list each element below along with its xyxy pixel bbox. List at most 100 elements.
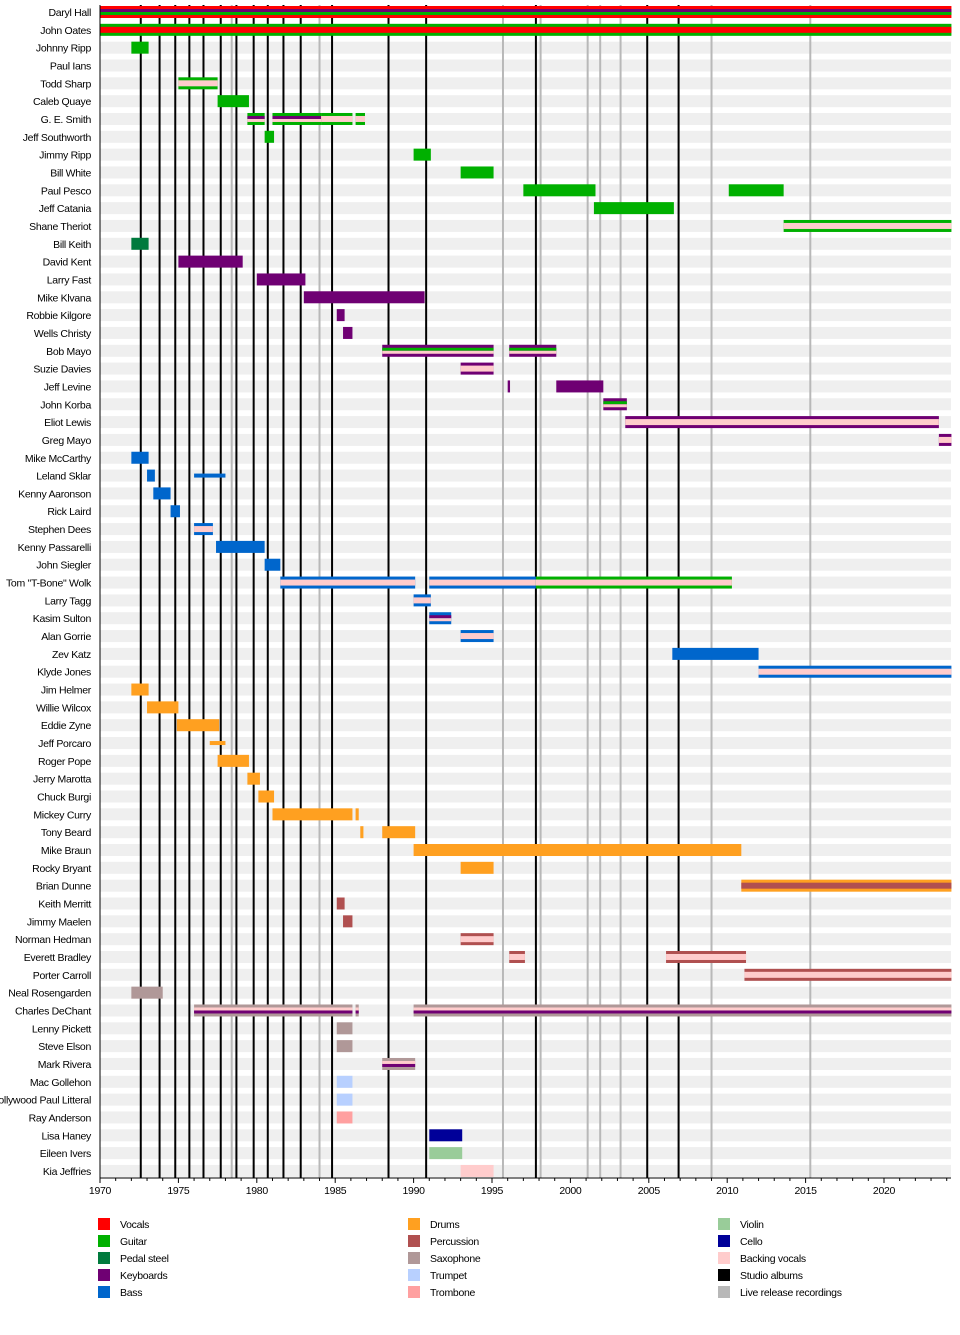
x-tick-label: 1980: [246, 1185, 269, 1197]
legend-label: Bass: [120, 1287, 142, 1299]
member-name: Mike Braun: [41, 845, 92, 857]
member-bar-stripe: [429, 615, 452, 619]
member-name: Everett Bradley: [24, 952, 92, 964]
member-name: Jeff Porcaro: [38, 738, 91, 750]
member-name: Mike McCarthy: [25, 453, 92, 465]
member-name: Robbie Kilgore: [26, 310, 91, 322]
member-bar: [360, 826, 364, 839]
row-background: [100, 362, 951, 375]
row-background: [100, 451, 951, 464]
legend-swatch: [98, 1269, 110, 1281]
member-name: Jeff Levine: [44, 381, 92, 393]
row-background: [100, 1164, 951, 1177]
member-bar-stripe: [413, 1010, 952, 1014]
x-tick-label: 1970: [89, 1185, 112, 1197]
member-bar-stripe: [741, 882, 952, 889]
member-name: Stephen Dees: [28, 524, 91, 536]
member-bar-stripe: [100, 26, 952, 33]
legend-label: Saxophone: [430, 1253, 481, 1265]
row-background: [100, 950, 951, 963]
member-name: Rocky Bryant: [32, 863, 91, 875]
member-bar: [336, 309, 345, 322]
member-name: Jerry Marotta: [33, 774, 91, 786]
row-background: [100, 558, 951, 571]
member-name: Steve Elson: [38, 1041, 91, 1053]
member-name: Mike Klvana: [37, 292, 91, 304]
member-name: Larry Tagg: [45, 595, 92, 607]
member-name: Roger Pope: [38, 756, 91, 768]
member-name: Lisa Haney: [41, 1130, 92, 1142]
legend-label: Trombone: [430, 1287, 476, 1299]
row-background: [100, 237, 951, 250]
legend-label: Vocals: [120, 1219, 149, 1231]
member-bar-stripe: [938, 436, 952, 443]
row-background: [100, 77, 951, 90]
member-name: Paul Pesco: [41, 185, 92, 197]
member-bar: [264, 558, 281, 571]
member-bar: [256, 273, 306, 286]
row-background: [100, 41, 951, 54]
member-bar: [556, 380, 604, 393]
member-bar-stripe: [603, 404, 627, 408]
row-background: [100, 380, 951, 393]
member-bar: [343, 915, 353, 928]
member-name: Alan Gorrie: [41, 631, 91, 643]
member-bar-stripe: [355, 115, 365, 122]
legend-swatch: [98, 1252, 110, 1264]
member-name: Kasim Sulton: [33, 613, 92, 625]
legend-label: Backing vocals: [740, 1253, 806, 1265]
legend-swatch: [718, 1218, 730, 1230]
legend-label: Keyboards: [120, 1270, 168, 1282]
member-bar: [728, 184, 784, 197]
member-bar: [460, 861, 494, 874]
member-bar: [336, 897, 345, 910]
legend-swatch: [718, 1235, 730, 1247]
member-name: Suzie Davies: [33, 364, 91, 376]
member-bar: [336, 1111, 353, 1124]
member-bar: [264, 130, 275, 143]
member-name: John Siegler: [36, 560, 92, 572]
member-bar-stripe: [535, 579, 732, 586]
row-background: [100, 219, 951, 232]
row-background: [100, 647, 951, 660]
member-name: Zev Katz: [52, 649, 91, 661]
row-background: [100, 326, 951, 339]
member-bar: [131, 683, 149, 696]
row-background: [100, 594, 951, 607]
member-bar-stripe: [355, 1010, 359, 1014]
row-background: [100, 754, 951, 767]
row-background: [100, 487, 951, 500]
member-bar-stripe: [460, 365, 494, 372]
x-tick-label: 1990: [403, 1185, 426, 1197]
row-background: [100, 665, 951, 678]
member-bar: [170, 505, 180, 518]
member-bar: [303, 291, 425, 304]
legend-swatch: [98, 1286, 110, 1298]
legend-swatch: [408, 1286, 420, 1298]
member-bar-stripe: [625, 419, 939, 426]
member-name: Willie Wilcox: [36, 702, 92, 714]
member-name: Brian Dunne: [36, 881, 92, 893]
member-bar: [336, 1022, 353, 1035]
row-background: [100, 523, 951, 536]
row-background: [100, 808, 951, 821]
member-bar: [672, 647, 759, 660]
member-name: Jeff Southworth: [23, 132, 92, 144]
legend-label: Guitar: [120, 1236, 148, 1248]
member-bar: [593, 202, 674, 215]
member-bar: [343, 326, 353, 339]
row-background: [100, 273, 951, 286]
member-name: John Korba: [40, 399, 91, 411]
row-background: [100, 202, 951, 215]
member-bar-stripe: [194, 1010, 353, 1014]
member-name: Greg Mayo: [42, 435, 92, 447]
member-bar: [131, 986, 163, 999]
row-background: [100, 737, 951, 750]
member-bar-stripe: [460, 936, 494, 943]
member-bar: [147, 469, 155, 482]
row-background: [100, 505, 951, 518]
member-bar: [178, 255, 243, 268]
member-bar: [258, 790, 275, 803]
row-background: [100, 1129, 951, 1142]
